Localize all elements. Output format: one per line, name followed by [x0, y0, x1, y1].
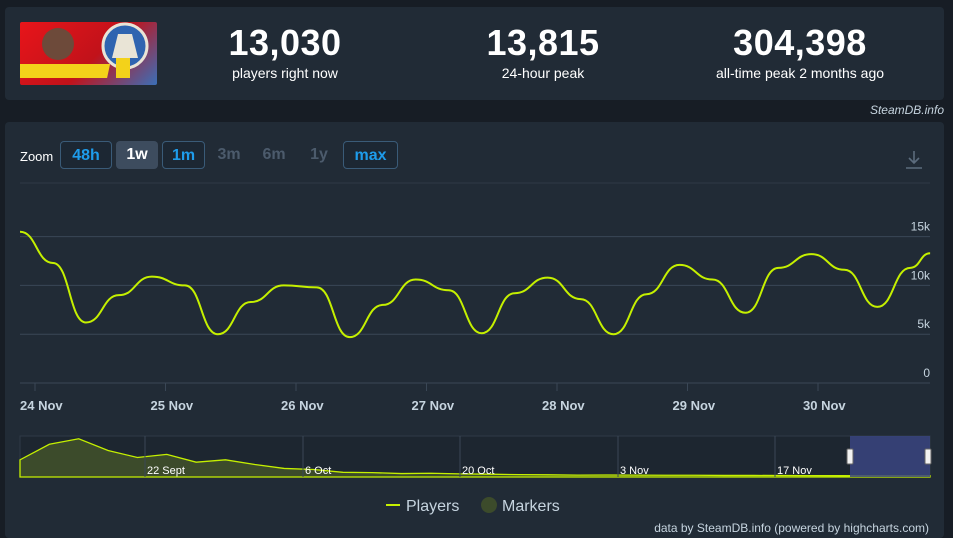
stat-current-players: 13,030 players right now — [200, 22, 370, 82]
stats-bar: 13,030 players right now 13,815 24-hour … — [5, 7, 944, 100]
legend-markers-swatch — [481, 497, 497, 513]
x-tick-label: 25 Nov — [151, 398, 194, 413]
current-players-label: players right now — [232, 65, 338, 81]
x-tick-label: 28 Nov — [542, 398, 585, 413]
navigator-date-label: 22 Sept — [147, 465, 185, 477]
peak-24h-value: 13,815 — [486, 22, 600, 63]
navigator-series — [19, 438, 931, 478]
steamdb-credit[interactable]: SteamDB.info — [869, 103, 944, 117]
y-tick-label: 10k — [911, 268, 931, 282]
download-icon[interactable] — [904, 149, 924, 171]
peak-24h-label: 24-hour peak — [501, 65, 585, 81]
current-players-value: 13,030 — [228, 22, 342, 63]
alltime-peak-value: 304,398 — [733, 22, 867, 63]
zoom-1w-button[interactable]: 1w — [116, 141, 158, 169]
alltime-peak-label: all-time peak 2 months ago — [715, 65, 885, 81]
zoom-1y-button[interactable]: 1y — [310, 146, 328, 163]
x-tick-label: 30 Nov — [803, 398, 846, 413]
footer-credit[interactable]: data by SteamDB.info (powered by highcha… — [654, 521, 929, 535]
zoom-48h-button[interactable]: 48h — [60, 141, 112, 169]
x-tick-label: 26 Nov — [281, 398, 324, 413]
zoom-label: Zoom — [20, 149, 54, 164]
navigator-handle — [924, 448, 932, 465]
navigator-date-label: 20 Oct — [462, 465, 494, 477]
y-tick-label: 0 — [923, 366, 930, 380]
stat-alltime-peak: 304,398 all-time peak 2 months ago — [691, 22, 909, 82]
x-tick-label: 27 Nov — [412, 398, 455, 413]
legend-players-label: Players — [406, 498, 459, 515]
zoom-1m-button[interactable]: 1m — [162, 141, 205, 169]
legend-markers-label: Markers — [502, 498, 560, 515]
y-tick-label: 15k — [911, 220, 931, 234]
zoom-max-button[interactable]: max — [343, 141, 398, 169]
navigator-date-label: 6 Oct — [305, 465, 331, 477]
x-tick-label: 29 Nov — [673, 398, 716, 413]
navigator-date-label: 17 Nov — [777, 465, 812, 477]
stat-24h-peak: 13,815 24-hour peak — [458, 22, 628, 82]
series-line-players — [19, 230, 931, 339]
zoom-6m-button[interactable]: 6m — [262, 146, 286, 163]
navigator-date-label: 3 Nov — [620, 465, 649, 477]
x-tick-label: 24 Nov — [20, 398, 63, 413]
game-header-image[interactable] — [20, 22, 157, 85]
navigator-handle — [846, 448, 854, 465]
y-tick-label: 5k — [917, 317, 931, 331]
navigator-selection — [850, 436, 930, 477]
zoom-3m-button[interactable]: 3m — [217, 146, 241, 163]
